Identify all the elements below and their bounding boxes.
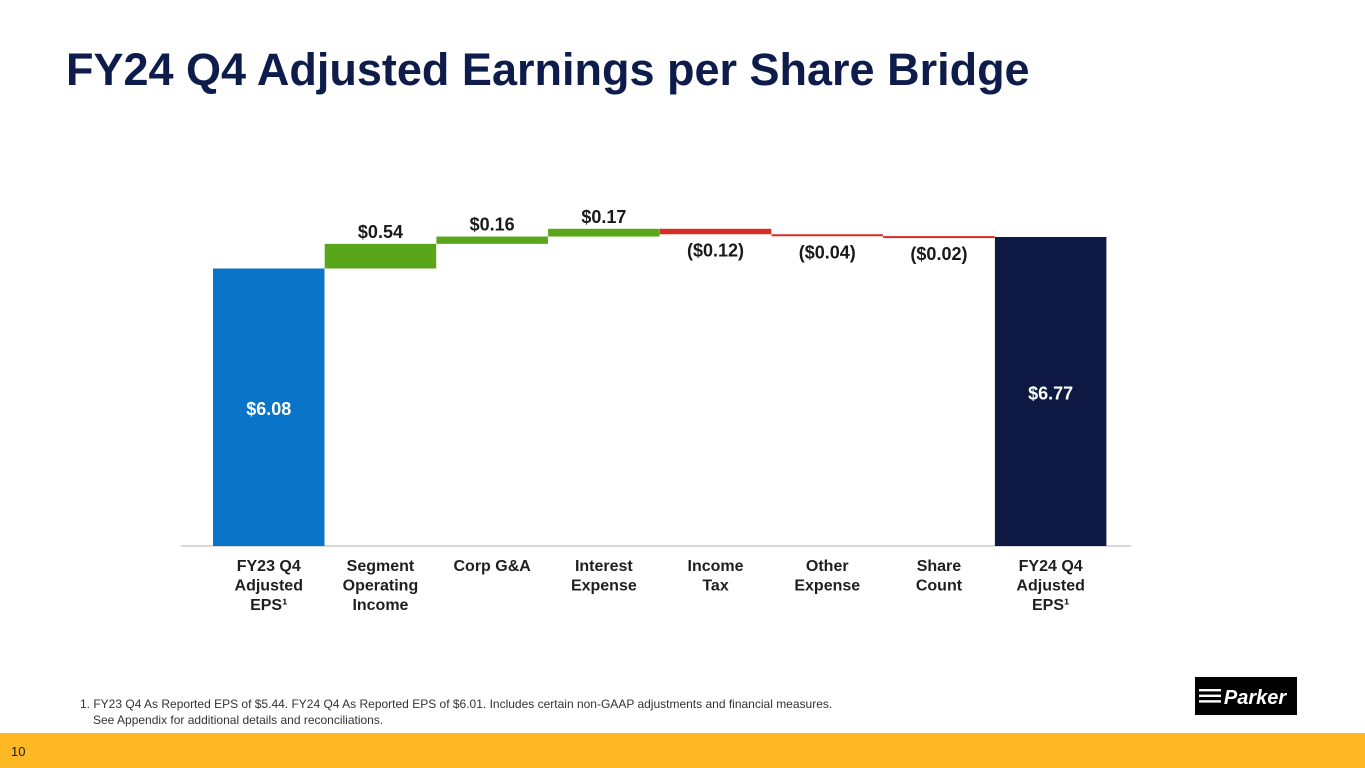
data-label-3: $0.17	[581, 207, 626, 227]
bar-6	[883, 236, 995, 239]
category-label-7-1: Adjusted	[1016, 578, 1084, 595]
category-label-4-0: Income	[688, 558, 744, 575]
data-label-7: $6.77	[1028, 384, 1073, 404]
bar-3	[548, 228, 660, 237]
category-label-5-0: Other	[806, 558, 849, 575]
data-label-6: ($0.02)	[910, 244, 967, 264]
bar-0	[213, 268, 325, 546]
category-label-5-1: Expense	[794, 578, 860, 595]
category-label-0-2: EPS¹	[250, 597, 287, 614]
category-label-0-1: Adjusted	[235, 578, 303, 595]
bar-4	[659, 228, 772, 235]
category-label-7-0: FY24 Q4	[1019, 558, 1083, 575]
category-label-6-0: Share	[917, 558, 962, 575]
category-label-7-2: EPS¹	[1032, 597, 1069, 614]
footnote-line-1: 1. FY23 Q4 As Reported EPS of $5.44. FY2…	[80, 697, 833, 711]
category-label-3-0: Interest	[575, 558, 633, 575]
bar-1	[324, 243, 437, 269]
data-label-4: ($0.12)	[687, 240, 744, 260]
parker-logo-text: Parker	[1224, 687, 1287, 709]
parker-logo: Parker	[1195, 677, 1297, 715]
page-number: 10	[11, 744, 26, 759]
bar-5	[771, 234, 883, 237]
category-label-4-1: Tax	[702, 578, 728, 595]
footnote-line-2: See Appendix for additional details and …	[93, 712, 384, 727]
data-label-1: $0.54	[358, 222, 403, 242]
category-label-0-0: FY23 Q4	[237, 558, 301, 575]
page-title: FY24 Q4 Adjusted Earnings per Share Brid…	[66, 44, 1030, 95]
footer-bar	[0, 733, 1365, 768]
bar-2	[436, 236, 548, 244]
footnote: 1. FY23 Q4 As Reported EPS of $5.44. FY2…	[80, 697, 832, 728]
bar-7	[994, 237, 1107, 546]
category-label-1-2: Income	[352, 597, 408, 614]
category-label-1-0: Segment	[347, 558, 415, 575]
data-label-5: ($0.04)	[799, 242, 856, 262]
data-label-2: $0.16	[470, 215, 515, 235]
eps-bridge-chart: $6.08 FY23 Q4 Adjusted EPS¹ $0.54 Segment Oper…	[181, 207, 1131, 614]
category-label-6-1: Count	[916, 578, 963, 595]
category-label-2-0: Corp G&A	[453, 558, 531, 575]
category-label-1-1: Operating	[343, 578, 419, 595]
data-label-0: $6.08	[246, 399, 291, 419]
category-label-3-1: Expense	[571, 578, 637, 595]
